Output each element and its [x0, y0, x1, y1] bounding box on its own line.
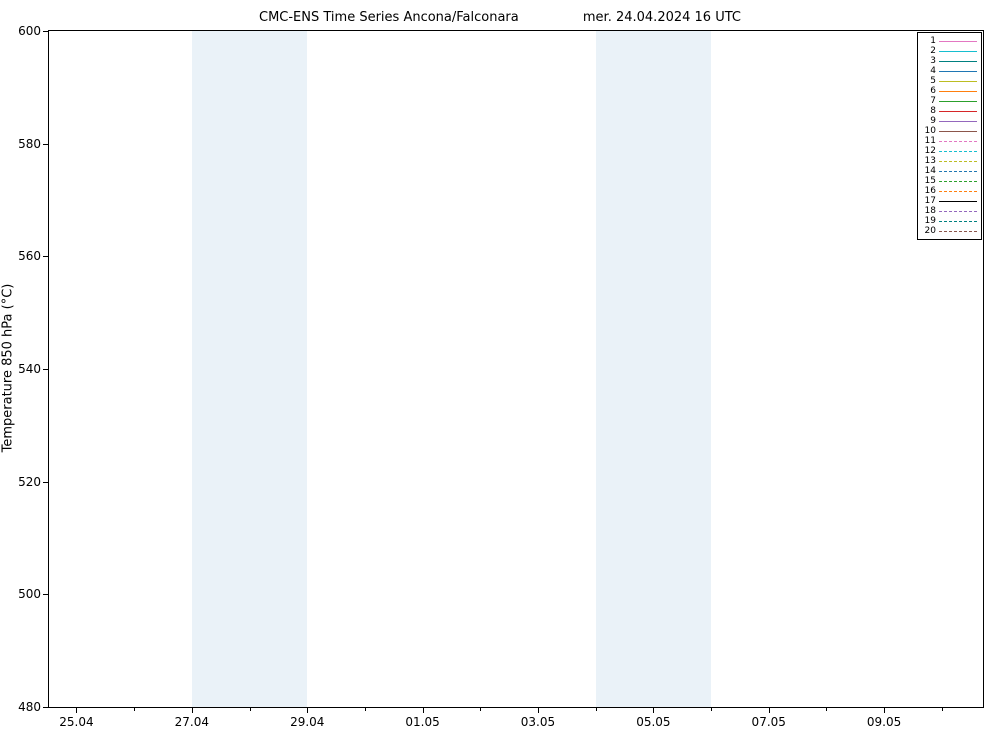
chart-title-right: mer. 24.04.2024 16 UTC: [583, 10, 741, 25]
legend-item-line: [939, 171, 977, 172]
y-tick-label: 560: [18, 249, 49, 263]
plot-area: 48050052054056058060025.0427.0429.0401.0…: [48, 30, 984, 708]
legend-item-line: [939, 61, 977, 62]
legend-item: 8: [922, 106, 977, 116]
legend-item-line: [939, 181, 977, 182]
x-tick-mark: [884, 707, 885, 713]
legend-item-line: [939, 51, 977, 52]
x-tick-label: 05.05: [636, 715, 670, 729]
y-tick-label: 520: [18, 475, 49, 489]
x-minor-tick: [134, 707, 135, 711]
legend-item-line: [939, 71, 977, 72]
weekend-shade: [192, 31, 307, 707]
legend-item-label: 5: [922, 76, 939, 86]
x-minor-tick: [480, 707, 481, 711]
legend-item: 9: [922, 116, 977, 126]
legend-item-line: [939, 231, 977, 232]
legend-item-label: 10: [922, 126, 939, 136]
x-minor-tick: [826, 707, 827, 711]
x-tick-mark: [538, 707, 539, 713]
legend-item-label: 2: [922, 46, 939, 56]
legend-item-line: [939, 101, 977, 102]
legend-item-label: 12: [922, 146, 939, 156]
legend-item-label: 8: [922, 106, 939, 116]
legend-item: 6: [922, 86, 977, 96]
legend-item-label: 6: [922, 86, 939, 96]
x-tick-label: 01.05: [405, 715, 439, 729]
x-tick-label: 25.04: [59, 715, 93, 729]
legend-item: 14: [922, 166, 977, 176]
x-minor-tick: [942, 707, 943, 711]
legend-item-label: 4: [922, 66, 939, 76]
weekend-shade: [596, 31, 711, 707]
legend-item-line: [939, 211, 977, 212]
legend-item-line: [939, 131, 977, 132]
x-tick-mark: [423, 707, 424, 713]
x-minor-tick: [711, 707, 712, 711]
x-minor-tick: [596, 707, 597, 711]
legend-item: 11: [922, 136, 977, 146]
legend-item-line: [939, 161, 977, 162]
legend-item-line: [939, 191, 977, 192]
x-tick-label: 09.05: [867, 715, 901, 729]
legend-item: 19: [922, 216, 977, 226]
legend-item-label: 1: [922, 36, 939, 46]
legend-item: 15: [922, 176, 977, 186]
legend-item-label: 19: [922, 216, 939, 226]
legend-item: 16: [922, 186, 977, 196]
legend-box: 1234567891011121314151617181920: [917, 32, 982, 240]
legend-item-label: 17: [922, 196, 939, 206]
legend-item-line: [939, 121, 977, 122]
legend-item-line: [939, 201, 977, 202]
legend-item: 20: [922, 226, 977, 236]
x-tick-label: 07.05: [752, 715, 786, 729]
x-minor-tick: [250, 707, 251, 711]
x-tick-label: 27.04: [175, 715, 209, 729]
legend-item: 4: [922, 66, 977, 76]
legend-item-label: 15: [922, 176, 939, 186]
legend-item-line: [939, 81, 977, 82]
legend-item: 13: [922, 156, 977, 166]
legend-item: 3: [922, 56, 977, 66]
chart-title-left: CMC-ENS Time Series Ancona/Falconara: [259, 10, 519, 25]
legend-item: 10: [922, 126, 977, 136]
legend-item: 1: [922, 36, 977, 46]
legend-item-label: 18: [922, 206, 939, 216]
y-tick-label: 600: [18, 24, 49, 38]
x-tick-mark: [769, 707, 770, 713]
legend-item-label: 11: [922, 136, 939, 146]
x-tick-label: 29.04: [290, 715, 324, 729]
legend-item-line: [939, 41, 977, 42]
legend-item-label: 3: [922, 56, 939, 66]
legend-item: 17: [922, 196, 977, 206]
y-axis-label: Temperature 850 hPa (°C): [1, 284, 16, 453]
legend-item-label: 9: [922, 116, 939, 126]
y-tick-label: 500: [18, 587, 49, 601]
legend-item: 2: [922, 46, 977, 56]
legend-item: 7: [922, 96, 977, 106]
legend-item-label: 7: [922, 96, 939, 106]
y-tick-label: 540: [18, 362, 49, 376]
legend-item-line: [939, 111, 977, 112]
legend-item-label: 20: [922, 226, 939, 236]
legend-item-label: 14: [922, 166, 939, 176]
legend-item-line: [939, 221, 977, 222]
x-minor-tick: [365, 707, 366, 711]
legend-item-line: [939, 151, 977, 152]
x-tick-mark: [653, 707, 654, 713]
x-tick-mark: [76, 707, 77, 713]
legend-item: 5: [922, 76, 977, 86]
legend-item-line: [939, 141, 977, 142]
chart-title-row: CMC-ENS Time Series Ancona/Falconara mer…: [0, 10, 1000, 25]
y-tick-label: 480: [18, 700, 49, 714]
legend-item-label: 13: [922, 156, 939, 166]
legend-item: 18: [922, 206, 977, 216]
x-tick-mark: [307, 707, 308, 713]
x-tick-mark: [192, 707, 193, 713]
legend-item-label: 16: [922, 186, 939, 196]
legend-item: 12: [922, 146, 977, 156]
x-tick-label: 03.05: [521, 715, 555, 729]
legend-item-line: [939, 91, 977, 92]
y-tick-label: 580: [18, 137, 49, 151]
